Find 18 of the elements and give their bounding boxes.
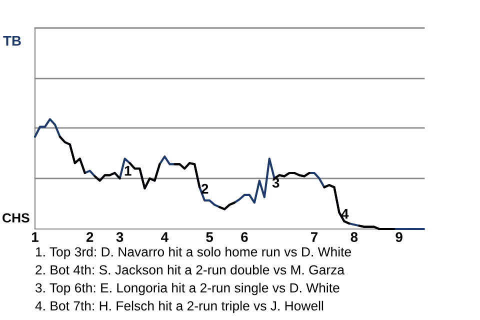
x-tick-label: 3 [116,232,124,242]
text: TB [3,36,21,46]
text: 2. Bot 4th: S. Jackson hit a 2-run double vs M. Garza [36,264,344,275]
x-tick-label: 6 [241,232,248,242]
text: 3. Top 6th: E. Longoria hit a 2-run single vs D. White [36,282,340,296]
x-tick-label: 8 [350,232,358,242]
annotation: 1 [124,166,132,176]
x-tick-label: 5 [206,232,214,242]
x-tick-label: 9 [396,232,402,242]
text: 1. Top 3rd: D. Navarro hit a solo home run vs D. White [36,246,351,260]
annotation: 2 [201,184,208,194]
x-tick-label: 1 [32,232,38,242]
text: 4. Bot 7th: H. Felsch hit a 2-run triple vs J. Howell [35,300,324,314]
x-tick-label: 2 [86,232,94,242]
text: CHS [2,213,30,223]
x-tick-label: 7 [311,232,318,242]
annotation: 4 [341,209,349,219]
x-tick-label: 4 [161,232,168,242]
